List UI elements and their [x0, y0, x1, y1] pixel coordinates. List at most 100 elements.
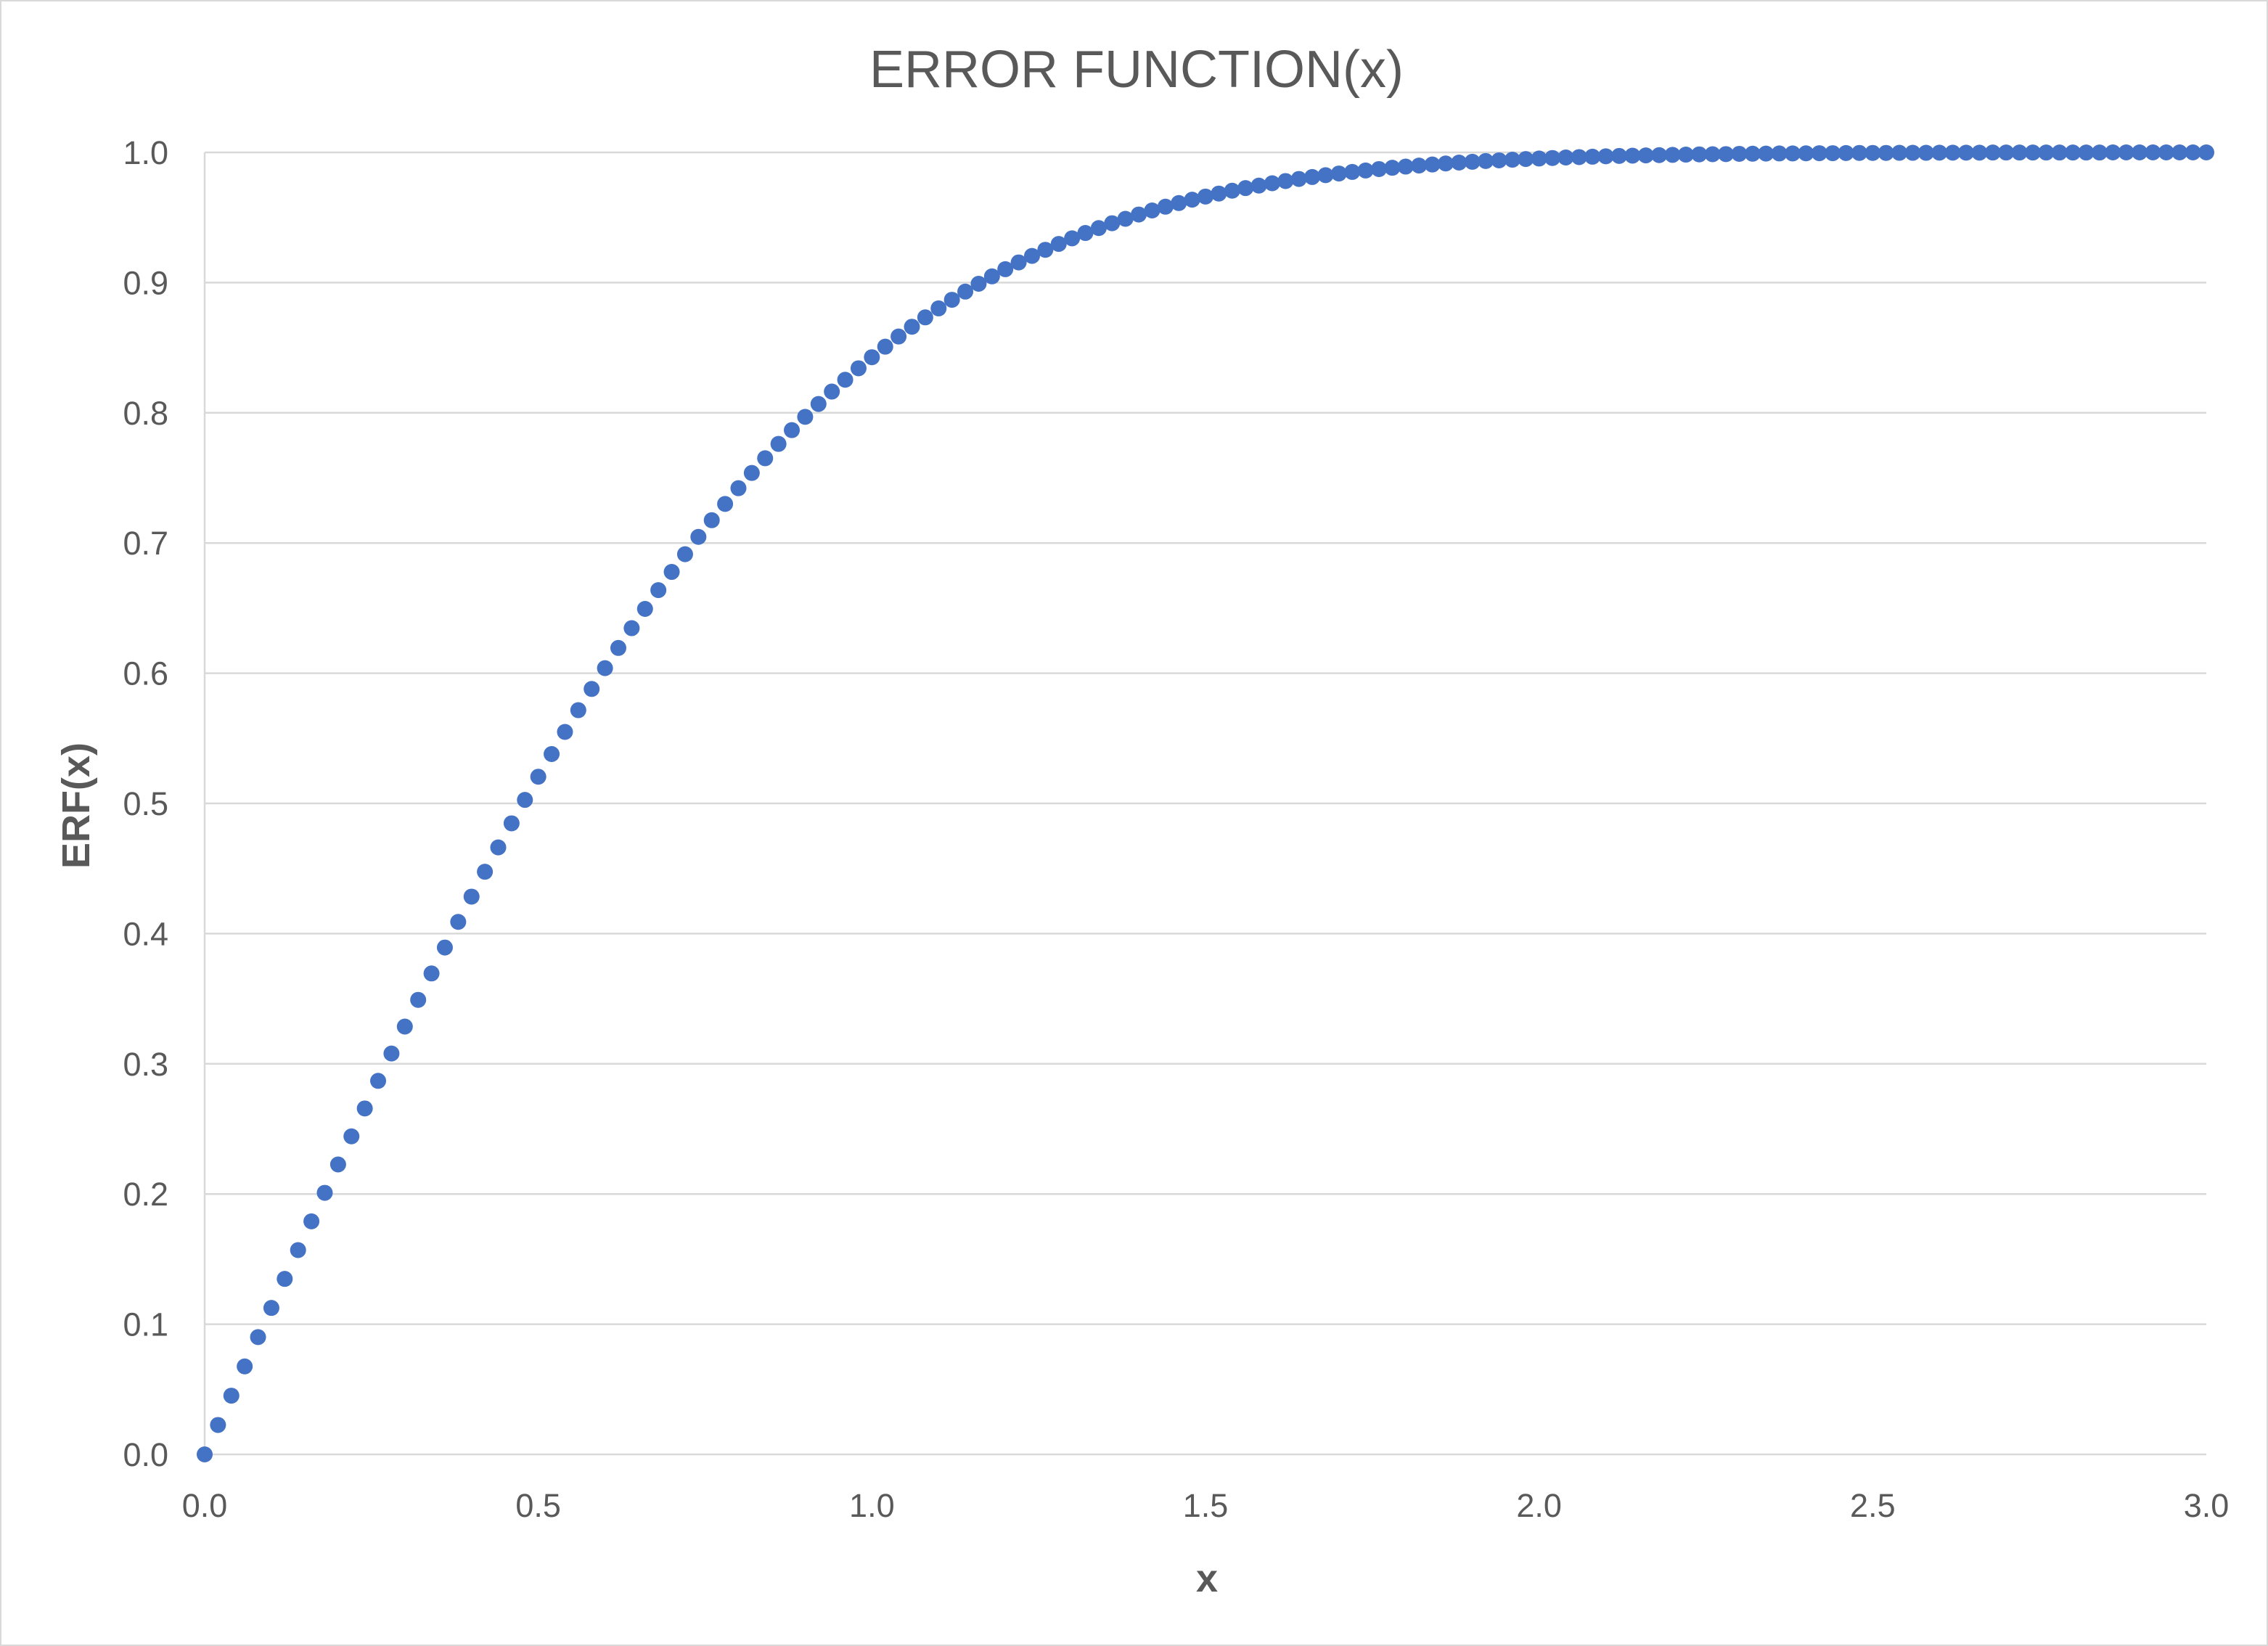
data-point [1131, 206, 1147, 223]
data-point [610, 639, 626, 656]
data-point [463, 888, 480, 905]
data-point [303, 1213, 320, 1229]
data-point [490, 839, 507, 856]
y-axis-ticks: 0.0 0.1 0.2 0.3 0.4 0.5 0.6 0.7 0.8 0.9 1.0 [123, 134, 168, 1473]
data-point [1838, 144, 1854, 161]
data-point [1771, 145, 1788, 162]
data-point [2145, 144, 2161, 160]
data-point [930, 300, 947, 316]
y-tick-label: 0.0 [123, 1436, 168, 1473]
data-point [1998, 144, 2015, 161]
data-point [503, 815, 520, 832]
data-point [1864, 144, 1881, 161]
data-point [1290, 171, 1307, 187]
data-point [1584, 148, 1601, 165]
data-point [530, 769, 546, 785]
data-point [290, 1242, 306, 1258]
y-tick-label: 0.5 [123, 785, 168, 822]
data-point [316, 1184, 333, 1201]
chart-title: ERROR FUNCTION(x) [869, 41, 1404, 99]
data-point [770, 435, 787, 452]
y-tick-label: 0.8 [123, 395, 168, 432]
data-point [957, 283, 974, 300]
data-point [1518, 151, 1534, 168]
data-point [584, 681, 600, 697]
data-point [1971, 144, 1988, 161]
data-point [1437, 155, 1454, 172]
data-point [943, 292, 960, 308]
y-axis-title: ERF(x) [54, 742, 98, 869]
data-point [810, 396, 827, 412]
data-point [1264, 175, 1280, 192]
data-point [1090, 220, 1107, 237]
data-point [1958, 144, 1975, 161]
data-point [877, 338, 893, 355]
data-point [383, 1045, 400, 1062]
y-tick-label: 0.2 [123, 1176, 168, 1213]
data-point [636, 600, 653, 617]
data-point [2132, 144, 2148, 160]
data-point [1384, 160, 1401, 176]
data-point [1825, 145, 1841, 162]
data-point [1597, 148, 1614, 165]
data-point [2011, 144, 2028, 161]
data-point [1571, 149, 1587, 165]
data-point [1304, 168, 1321, 185]
data-point [1077, 225, 1094, 242]
y-tick-label: 0.4 [123, 915, 168, 952]
data-point [237, 1358, 253, 1375]
data-point [2171, 144, 2188, 160]
x-tick-label: 0.0 [182, 1487, 228, 1524]
data-point [2105, 144, 2121, 160]
data-point [1317, 167, 1334, 184]
data-point [1064, 230, 1081, 247]
data-point [1330, 165, 1347, 182]
data-point [1023, 247, 1040, 264]
x-tick-label: 1.0 [849, 1487, 895, 1524]
data-point [477, 864, 494, 880]
data-point [757, 450, 774, 467]
data-point [210, 1417, 226, 1433]
data-point [784, 422, 801, 438]
data-point [1691, 146, 1708, 163]
data-point [1531, 150, 1547, 167]
data-point [917, 309, 933, 326]
y-tick-label: 0.6 [123, 655, 168, 692]
y-tick-label: 0.3 [123, 1046, 168, 1083]
data-point [1917, 144, 1934, 161]
data-point [1198, 188, 1213, 205]
data-point [2038, 144, 2055, 161]
data-point [1117, 210, 1134, 227]
data-point [717, 496, 734, 512]
data-point [1050, 236, 1067, 253]
data-point [1277, 173, 1294, 189]
x-tick-label: 2.0 [1516, 1487, 1562, 1524]
data-point [1677, 147, 1694, 163]
data-point [544, 746, 560, 763]
data-point [1157, 198, 1174, 215]
data-point [891, 328, 907, 345]
data-point [1250, 177, 1267, 194]
data-point [1851, 144, 1867, 161]
data-point [850, 360, 867, 377]
data-point [250, 1329, 266, 1346]
data-point [1651, 147, 1668, 163]
data-point [1491, 152, 1507, 168]
data-point [370, 1073, 387, 1089]
data-point [597, 660, 613, 676]
data-point [423, 965, 440, 982]
data-point [2185, 144, 2201, 160]
data-point [1104, 215, 1121, 232]
data-point [703, 512, 720, 528]
y-tick-label: 0.9 [123, 264, 168, 301]
data-point [1144, 202, 1160, 219]
data-point [1424, 156, 1441, 173]
data-point [1731, 145, 1748, 162]
data-point [1544, 150, 1561, 166]
data-point [1397, 158, 1414, 175]
data-point [1718, 146, 1735, 163]
data-point [1037, 242, 1054, 258]
x-tick-label: 3.0 [2184, 1487, 2230, 1524]
data-point [197, 1446, 213, 1462]
